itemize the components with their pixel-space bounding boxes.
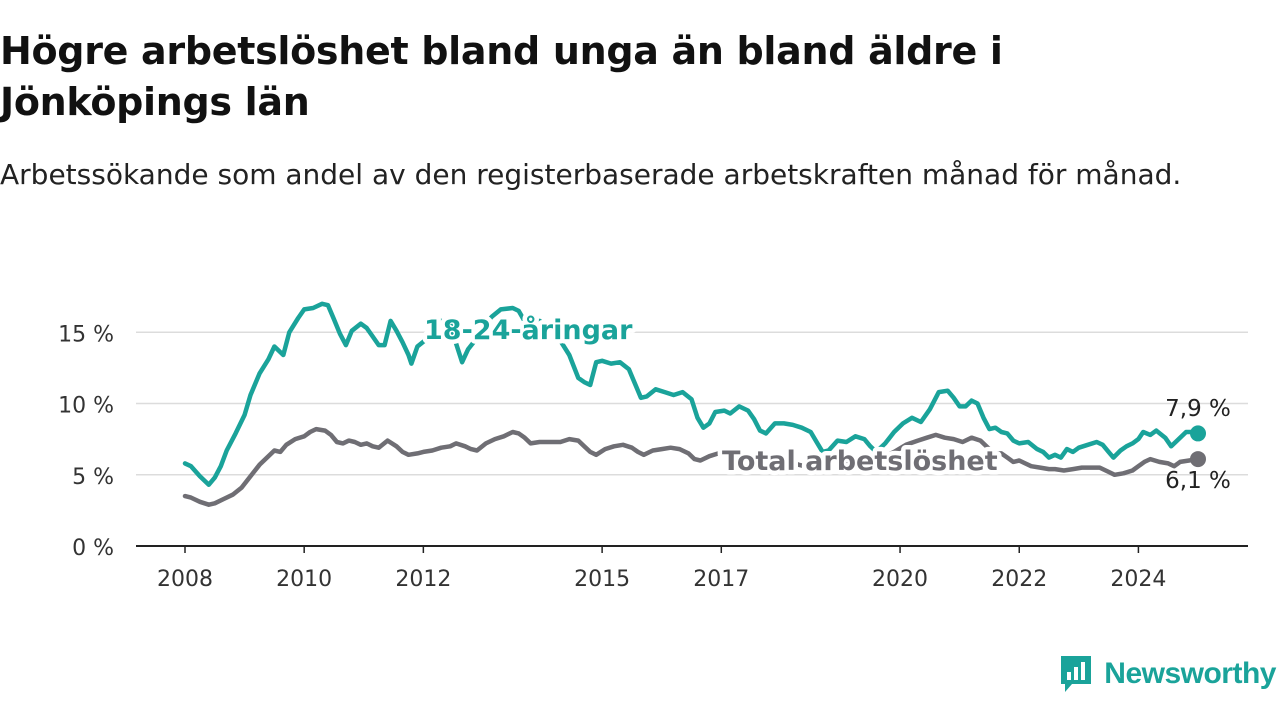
- y-tick-label: 15 %: [58, 322, 114, 347]
- brand-logo: Newsworthy: [1058, 652, 1276, 696]
- chart-subtitle: Arbetssökande som andel av den registerb…: [0, 158, 1182, 191]
- end-value-youth: 7,9 %: [1165, 396, 1231, 422]
- x-tick-label: 2024: [1110, 567, 1166, 592]
- x-tick-label: 2010: [276, 567, 332, 592]
- series-end-point-total: [1190, 451, 1206, 468]
- series-line-total: [182, 426, 1201, 507]
- series-end-point-youth: [1190, 425, 1206, 442]
- end-value-total: 6,1 %: [1165, 468, 1231, 494]
- x-tick-label: 2020: [872, 567, 928, 592]
- x-tick-label: 2008: [157, 567, 213, 592]
- x-tick-label: 2022: [991, 567, 1047, 592]
- y-tick-label: 5 %: [72, 465, 114, 490]
- series-line-youth: [182, 301, 1201, 487]
- x-tick-label: 2012: [395, 567, 451, 592]
- y-tick-label: 10 %: [58, 394, 114, 419]
- brand-name: Newsworthy: [1104, 657, 1276, 690]
- x-tick-label: 2017: [693, 567, 749, 592]
- x-tick-label: 2015: [574, 567, 630, 592]
- newsworthy-logo-icon: [1061, 656, 1092, 692]
- series-lines: [182, 301, 1206, 507]
- series-labels: 18-24-åringar Total arbetslöshet 7,9 % 6,1 …: [420, 310, 1231, 495]
- series-label-youth: 18-24-åringar: [424, 314, 633, 346]
- y-tick-label: 0 %: [72, 536, 114, 561]
- x-axis: 2008 2010 2012 2015 2017 2020 2022 2024: [136, 545, 1248, 592]
- chart-title: Högre arbetslöshet bland unga än bland ä…: [0, 29, 1003, 124]
- y-axis-labels: 0 % 5 % 10 % 15 %: [58, 322, 114, 561]
- series-label-total: Total arbetslöshet: [722, 446, 998, 477]
